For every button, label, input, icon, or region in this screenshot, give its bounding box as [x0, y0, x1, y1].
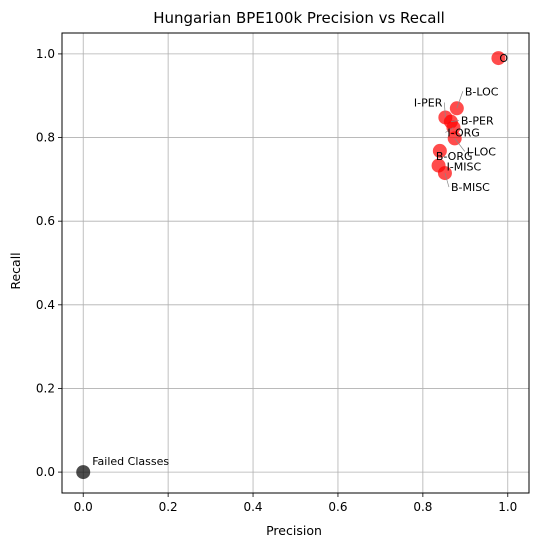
- x-axis-label: Precision: [266, 523, 322, 538]
- x-tick-label: 0.6: [328, 500, 347, 514]
- x-tick-label: 0.4: [243, 500, 262, 514]
- y-tick-label: 1.0: [36, 47, 55, 61]
- point-o: [491, 51, 506, 66]
- x-tick-label: 0.8: [413, 500, 432, 514]
- point-failed-classes: [76, 465, 91, 480]
- point-b-org: [432, 143, 447, 158]
- grid-lines: [62, 33, 529, 493]
- axis-ticks: 0.0 0.2 0.4 0.6 0.8 1.0 0.0 0.2 0.4 0.6 0.8 1.0: [36, 47, 517, 514]
- plot-frame: [61, 32, 530, 494]
- label-i-loc: I-LOC: [467, 145, 497, 158]
- label-failed-classes: Failed Classes: [92, 455, 169, 468]
- label-b-loc: B-LOC: [465, 85, 499, 98]
- chart-title: Hungarian BPE100k Precision vs Recall: [153, 9, 445, 27]
- label-b-per: B-PER: [461, 115, 494, 128]
- label-b-org: B-ORG: [436, 150, 473, 163]
- leader-line-b-per: [450, 120, 459, 123]
- leader-line-b-loc: [456, 91, 464, 109]
- y-tick-label: 0.0: [36, 465, 55, 479]
- x-tick-label: 0.2: [159, 500, 178, 514]
- leader-line-i-loc: [454, 138, 465, 152]
- label-i-org: I-ORG: [447, 127, 479, 140]
- label-i-per: I-PER: [414, 96, 443, 109]
- y-tick-label: 0.8: [36, 131, 55, 145]
- leader-line-b-misc: [444, 172, 450, 188]
- label-b-misc: B-MISC: [451, 181, 490, 194]
- leader-line-i-org: [445, 127, 454, 133]
- y-tick-label: 0.4: [36, 298, 55, 312]
- y-axis-label: Recall: [8, 252, 23, 289]
- leader-line-i-per: [444, 102, 446, 118]
- label-i-misc: I-MISC: [447, 161, 482, 174]
- x-tick-label: 0.0: [74, 500, 93, 514]
- label-o: O: [499, 52, 508, 65]
- x-tick-label: 1.0: [498, 500, 517, 514]
- y-tick-label: 0.6: [36, 214, 55, 228]
- data-points: [76, 51, 506, 480]
- y-tick-label: 0.2: [36, 381, 55, 395]
